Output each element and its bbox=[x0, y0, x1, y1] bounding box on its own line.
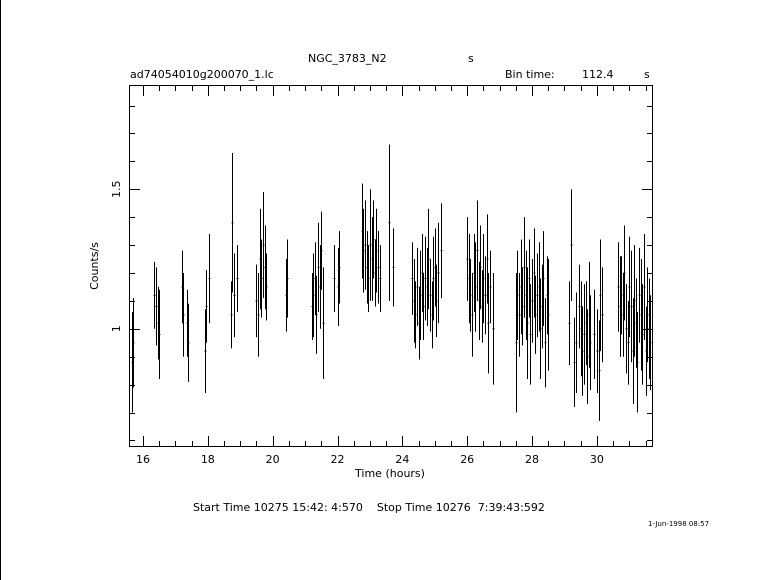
x-tick-label: 16 bbox=[136, 453, 150, 466]
data-series bbox=[131, 144, 652, 421]
x-axis-ticks: 16 18 20 22 24 26 28 30 bbox=[136, 86, 647, 466]
bin-time-label: Bin time: bbox=[505, 68, 555, 81]
x-tick-label: 28 bbox=[525, 453, 539, 466]
x-tick-label: 20 bbox=[266, 453, 280, 466]
x-tick-label: 18 bbox=[201, 453, 215, 466]
bin-time-value: 112.4 bbox=[582, 68, 614, 81]
x-tick-label: 24 bbox=[395, 453, 409, 466]
y-axis-label: Counts/s bbox=[88, 242, 101, 290]
x-tick-label: 26 bbox=[460, 453, 474, 466]
y-tick-label: 1 bbox=[110, 325, 123, 332]
x-tick-label: 22 bbox=[331, 453, 345, 466]
plot-frame bbox=[129, 85, 653, 447]
y-tick-label: 1.5 bbox=[110, 181, 123, 199]
page-edge-line bbox=[0, 0, 1, 580]
object-title: NGC_3783_N2 bbox=[308, 52, 387, 65]
file-name: ad74054010g200070_1.lc bbox=[130, 68, 274, 81]
bin-time-unit: s bbox=[644, 68, 650, 81]
start-stop-times: Start Time 10275 15:42: 4:570 Stop Time … bbox=[193, 501, 545, 514]
object-unit: s bbox=[468, 52, 474, 65]
x-axis-label: Time (hours) bbox=[354, 467, 425, 480]
x-tick-label: 30 bbox=[590, 453, 604, 466]
date-stamp: 1-Jun-1998 08:57 bbox=[648, 520, 710, 528]
